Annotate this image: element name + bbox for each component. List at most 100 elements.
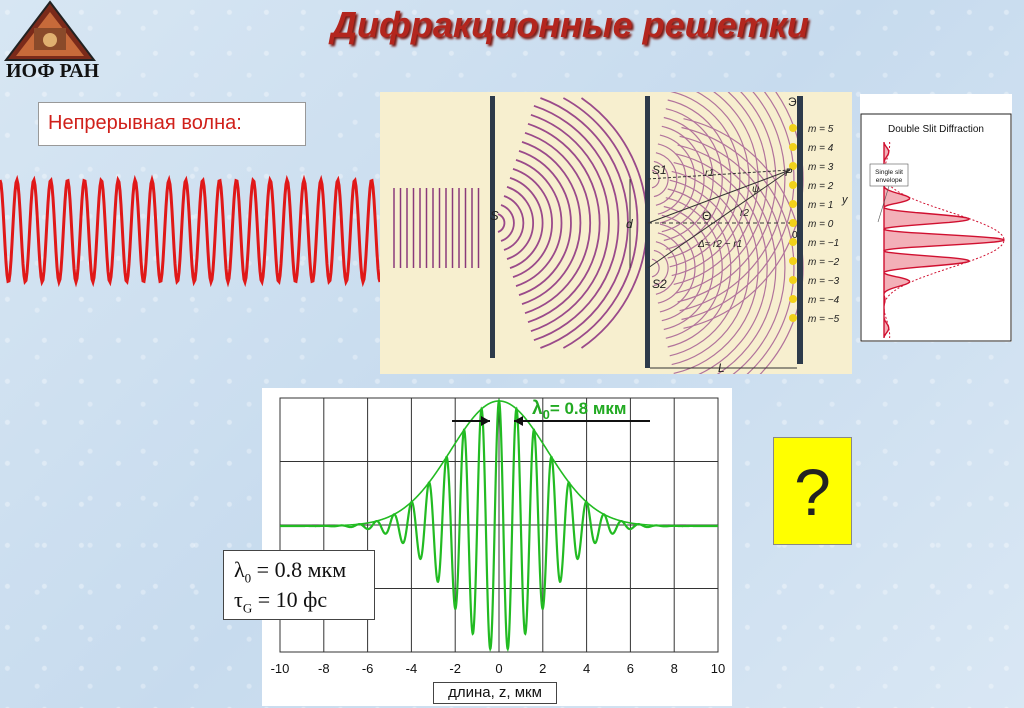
slit-wavefront <box>653 160 669 198</box>
order-labels: m = 5 m = 4 m = 3 m = 2 m = 1 m = 0 m = −1 m = … <box>808 124 840 325</box>
source-wavefront <box>515 159 563 287</box>
logo-icon <box>4 0 96 61</box>
wavefronts-from-source <box>497 97 648 349</box>
slit-wavefront <box>657 232 687 304</box>
left-arrowhead <box>481 416 490 426</box>
bright-fringe <box>789 143 797 151</box>
slit-wavefront <box>673 162 759 374</box>
wavefronts-from-slits <box>651 92 804 374</box>
x-tick-label: 8 <box>671 661 678 676</box>
order-label: m = −3 <box>808 276 840 287</box>
slit-wavefront <box>673 92 759 285</box>
x-tick-label: -6 <box>362 661 374 676</box>
x-tick-label: -2 <box>449 661 461 676</box>
slit-wavefront <box>681 126 795 374</box>
continuous-wave-label-box <box>38 102 306 146</box>
source-barrier <box>490 96 495 358</box>
source-label: S <box>490 208 499 223</box>
source-wavefront <box>500 204 515 242</box>
slit-wavefront <box>667 99 732 259</box>
source-wavefront <box>512 168 553 278</box>
bright-fringe <box>789 276 797 284</box>
x-tick-label: 10 <box>711 661 725 676</box>
slit-barrier <box>645 96 650 368</box>
slit-wavefront <box>655 241 678 295</box>
bright-fringe <box>789 238 797 246</box>
bright-fringe <box>789 314 797 322</box>
x-tick-label: -10 <box>271 661 290 676</box>
slit-wavefront <box>659 223 696 313</box>
question-mark-box: ? <box>773 437 852 545</box>
source-wavefront <box>518 150 572 296</box>
page-title: Дифракционные решетки <box>331 4 809 45</box>
slit-wavefront <box>681 92 795 321</box>
delta-label: Δ≈ r2 − r1 <box>697 239 742 250</box>
source-wavefront <box>506 186 534 260</box>
slit-wavefront <box>677 92 777 303</box>
envelope-label-1: Single slit <box>875 169 903 176</box>
slit-wavefront <box>667 188 732 348</box>
P-label: P <box>785 167 793 179</box>
x-axis-label: длина, z, мкм <box>433 682 557 704</box>
x-tick-labels: -10 -8 -6 -4 -2 0 2 4 6 8 10 <box>271 661 726 676</box>
bright-fringe <box>789 162 797 170</box>
psi-label: ψ <box>752 184 760 195</box>
r1-ray <box>647 169 791 180</box>
double-slit-diagram: S S1 S2 d L P y 0 Θ ψ r1 r2 Δ≈ r2 − r1 Э… <box>380 92 852 374</box>
continuous-wave-label: Непрерывная волна: <box>48 112 242 134</box>
slit-wavefront <box>665 197 723 339</box>
slit-wavefront <box>675 153 768 374</box>
screen-label: Э <box>788 95 797 109</box>
bright-fringe <box>789 200 797 208</box>
source-wavefront <box>497 213 506 233</box>
slit-wavefront <box>651 258 660 278</box>
order-label: m = −4 <box>808 295 840 306</box>
slit-wavefront <box>669 179 741 357</box>
x-tick-label: 2 <box>539 661 546 676</box>
zero-label: 0 <box>792 230 798 241</box>
envelope-label-2: envelope <box>876 177 903 184</box>
order-label: m = 5 <box>808 124 834 135</box>
order-label: m = 4 <box>808 143 834 154</box>
plane-wavefronts <box>393 188 480 268</box>
formula-wavelength: λ0 = 0.8 мкм <box>234 557 347 586</box>
r1-label: r1 <box>705 168 714 179</box>
source-wavefront <box>521 141 582 305</box>
slit-wavefront <box>651 169 660 189</box>
order-label: m = −2 <box>808 257 840 268</box>
formula-box: λ0 = 0.8 мкм τG = 10 фс <box>223 550 375 620</box>
order-label: m = −5 <box>808 314 840 325</box>
slit-wavefront <box>663 116 714 242</box>
r2-ray <box>647 169 791 269</box>
continuous-wave-line <box>0 174 382 288</box>
r2-label: r2 <box>740 208 749 219</box>
slit-wavefront <box>671 170 750 366</box>
order-label: m = 3 <box>808 162 834 173</box>
order-label: m = 1 <box>808 200 833 211</box>
right-arrowhead <box>514 416 523 426</box>
theta-label: Θ <box>702 209 711 223</box>
x-tick-label: -4 <box>406 661 418 676</box>
double-slit-title: Double Slit Diffraction <box>888 124 984 135</box>
wavelength-annotation: λ0= 0.8 мкм <box>532 398 626 422</box>
pulse-envelope-line <box>280 400 718 527</box>
formula-duration: τG = 10 фс <box>234 587 328 616</box>
bright-fringe <box>789 124 797 132</box>
order-label: m = −1 <box>808 238 839 249</box>
slit-wavefront <box>663 205 714 331</box>
x-tick-label: 0 <box>495 661 502 676</box>
bright-fringe <box>789 219 797 227</box>
bright-fringe <box>789 181 797 189</box>
slit-wavefront <box>671 92 750 277</box>
double-slit-intensity-panel: Double Slit Diffraction Single slit enve… <box>860 94 1012 342</box>
interference-fringes <box>789 124 797 322</box>
order-label: m = 0 <box>808 219 834 230</box>
source-wavefront <box>530 113 610 333</box>
y-label: y <box>841 194 849 206</box>
order-label: m = 2 <box>808 181 834 192</box>
slit2-label: S2 <box>652 277 667 291</box>
source-wavefront <box>540 97 629 349</box>
slit-wavefront <box>661 214 705 322</box>
x-tick-label: 4 <box>583 661 590 676</box>
continuous-wave-plot <box>0 174 382 288</box>
